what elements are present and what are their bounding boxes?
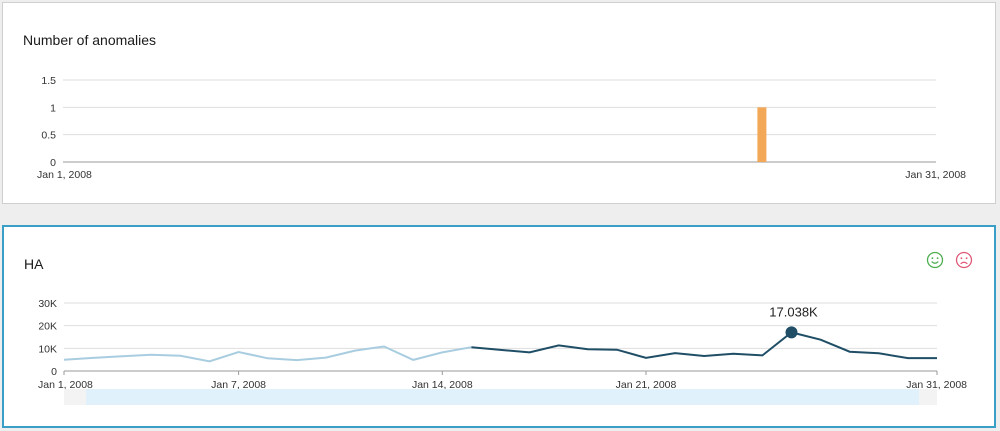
- anomaly-bar: [757, 107, 767, 162]
- x-tick-label: Jan 1, 2008: [38, 379, 93, 391]
- anomalies-title: Number of anomalies: [23, 32, 157, 48]
- x-tick-label: Jan 14, 2008: [412, 379, 473, 391]
- range-navigator-selection: [86, 389, 919, 405]
- highlight-value-label: 17.038K: [769, 304, 818, 319]
- x-tick-label: Jan 31, 2008: [906, 379, 967, 391]
- smiley-face-glyph: [926, 251, 944, 269]
- ha-panel: HA 0 10K 20K 30K Jan 1, 2008 Jan 7, 2008 Jan 1…: [2, 225, 996, 428]
- x-tick-label: Jan 1, 2008: [37, 169, 92, 181]
- anomalies-chart: 0 0.5 1 1.5 Jan 1, 2008 Jan 31, 2008: [37, 75, 966, 181]
- ha-chart: 0 10K 20K 30K Jan 1, 2008 Jan 7, 2008 Jan 14, …: [38, 298, 967, 405]
- y-tick-label: 10K: [38, 343, 57, 355]
- ha-series-line-recent: [471, 331, 937, 360]
- x-tick-label: Jan 7, 2008: [211, 379, 266, 391]
- y-tick-label: 1: [50, 102, 56, 114]
- y-tick-label: 0: [50, 157, 56, 169]
- smiley-face-icon[interactable]: [926, 251, 944, 269]
- x-tick-label: Jan 31, 2008: [905, 169, 966, 181]
- ha-series-line-past: [63, 345, 472, 363]
- x-tick-label: Jan 21, 2008: [616, 379, 677, 391]
- y-tick-label: 30K: [38, 298, 57, 310]
- frowny-face-glyph: [955, 251, 973, 269]
- y-tick-label: 0.5: [41, 130, 56, 142]
- anomalies-panel: Number of anomalies 0 0.5 1 1.5 Jan 1, 2008 J…: [2, 2, 996, 204]
- frowny-face-icon[interactable]: [955, 251, 973, 269]
- y-tick-label: 0: [51, 366, 57, 378]
- y-tick-label: 20K: [38, 321, 57, 333]
- y-tick-label: 1.5: [41, 75, 56, 87]
- highlight-point: [785, 326, 798, 339]
- ha-title: HA: [24, 256, 44, 272]
